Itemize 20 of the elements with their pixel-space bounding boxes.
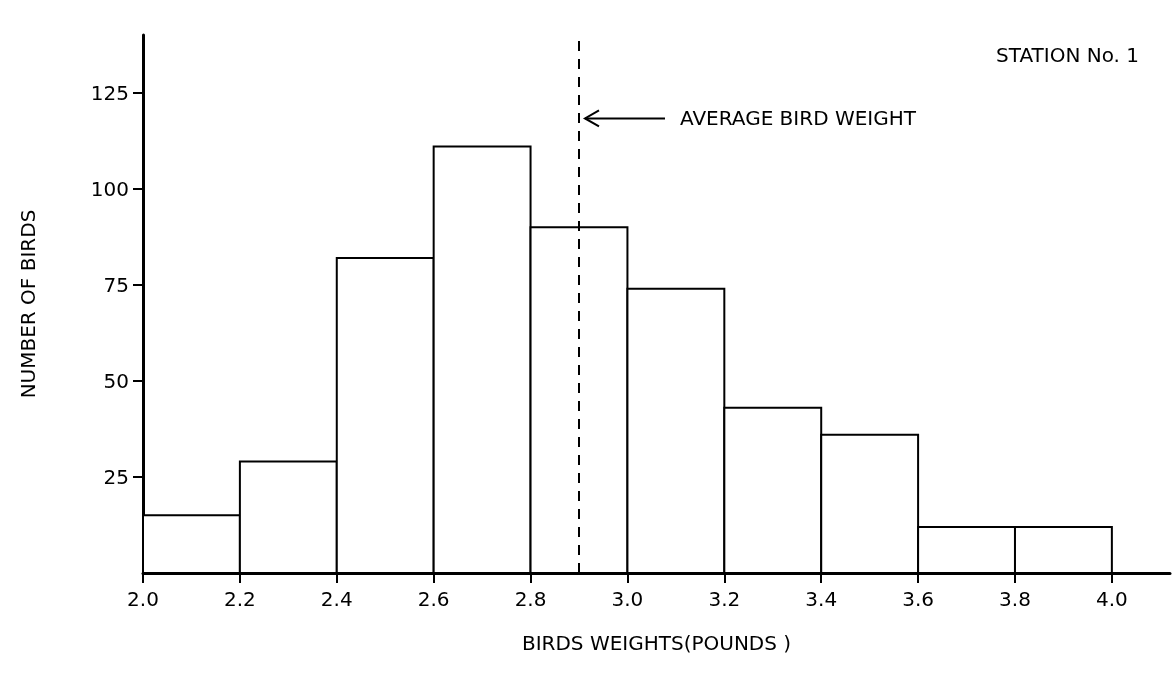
x-tick-label: 2.2: [223, 587, 256, 611]
x-tick-label: 3.4: [805, 587, 838, 611]
x-tick-label: 3.8: [999, 587, 1031, 611]
x-tick-label: 2.6: [417, 587, 450, 611]
x-tick-label: 3.0: [611, 587, 644, 611]
x-tick-label: 2.8: [514, 587, 547, 611]
x-tick-label: 2.4: [320, 587, 353, 611]
x-tick-label: 4.0: [1095, 587, 1128, 611]
y-tick-label: 25: [103, 464, 129, 489]
x-tick-label: 3.6: [902, 587, 934, 611]
chart-title: STATION No. 1: [996, 43, 1139, 67]
x-tick-label: 3.2: [708, 587, 741, 611]
y-tick-label: 50: [103, 368, 129, 393]
x-tick-label: 2.0: [127, 587, 159, 611]
y-tick-label: 75: [103, 272, 129, 297]
y-axis-title: NUMBER OF BIRDS: [16, 209, 40, 399]
y-tick-label: 100: [90, 176, 129, 201]
y-tick-label: 125: [90, 80, 129, 105]
ref-line-label: AVERAGE BIRD WEIGHT: [679, 106, 917, 131]
x-axis-title: BIRDS WEIGHTS(POUNDS ): [521, 631, 792, 655]
